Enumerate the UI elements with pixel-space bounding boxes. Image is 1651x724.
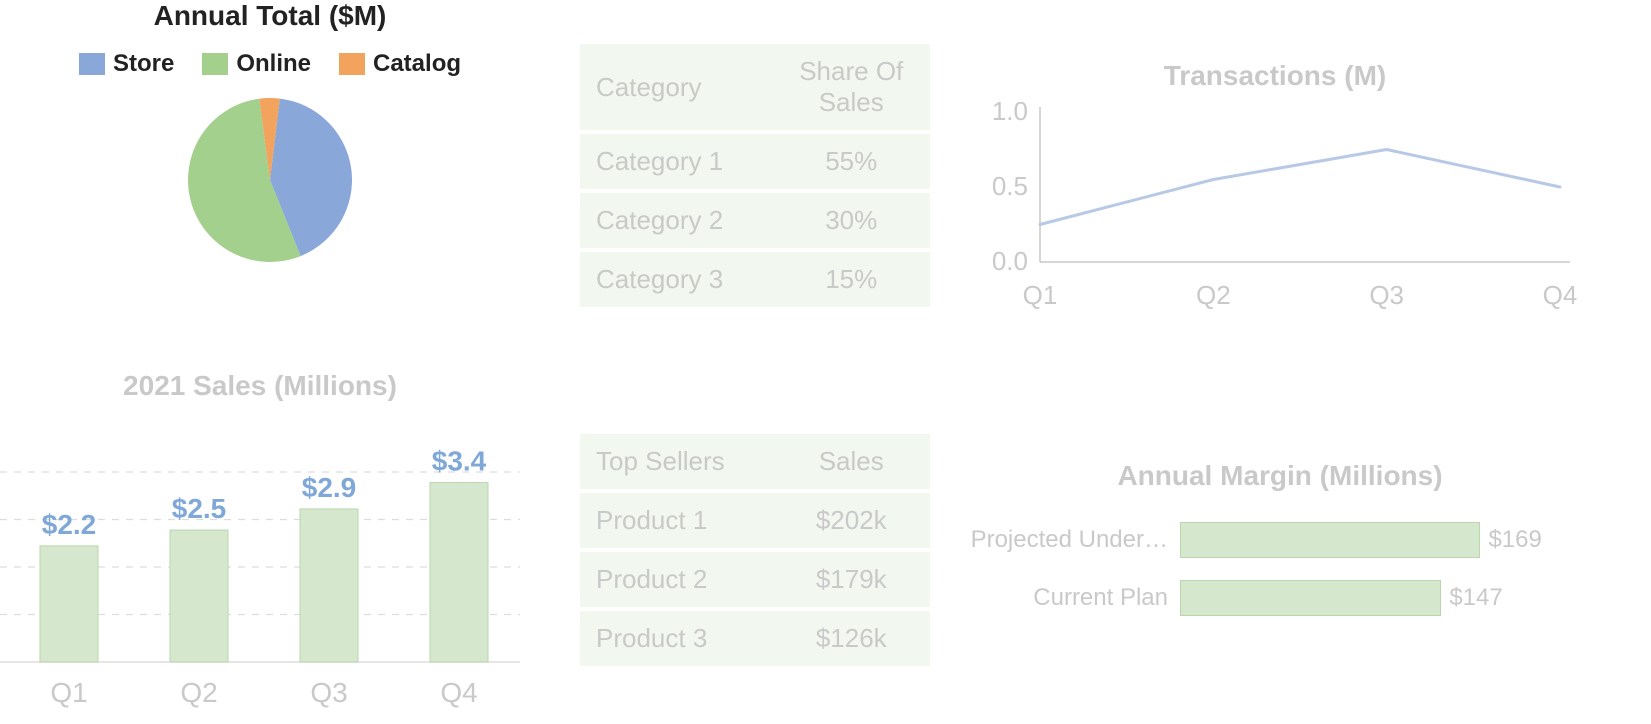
pie-legend: Store Online Catalog <box>30 50 510 78</box>
table-row: Product 3$126k <box>580 611 930 666</box>
sales-bar-chart: 2021 Sales (Millions) $2.2 Q1 $2.5 Q2 $2.9 Q3… <box>0 370 520 722</box>
bar <box>40 546 98 662</box>
hbar-value: $169 <box>1480 526 1541 554</box>
legend-label: Catalog <box>373 50 461 78</box>
table-cell: $126k <box>773 611 931 666</box>
hbar-label: Current Plan <box>960 584 1180 612</box>
pie-title: Annual Total ($M) <box>30 0 510 32</box>
table-row: Category 315% <box>580 252 930 307</box>
table-row: Product 2$179k <box>580 552 930 607</box>
transactions-svg: 0.0 0.5 1.0 Q1 Q2 Q3 Q4 <box>970 102 1580 362</box>
annual-margin-body: Projected Under… $169 Current Plan $147 <box>960 522 1600 616</box>
top-sellers-table: Top SellersSalesProduct 1$202kProduct 2$… <box>580 430 930 670</box>
table-cell: $202k <box>773 493 931 548</box>
y-tick-label: 1.0 <box>992 102 1028 126</box>
legend-label: Store <box>113 50 174 78</box>
bar-x-label: Q3 <box>310 677 347 708</box>
table-header: Sales <box>773 434 931 489</box>
y-tick-label: 0.0 <box>992 246 1028 276</box>
legend-swatch <box>79 53 105 75</box>
table-cell: 15% <box>773 252 931 307</box>
bar <box>170 530 228 662</box>
bar-x-label: Q2 <box>180 677 217 708</box>
table-cell: Category 2 <box>580 193 773 248</box>
x-tick-label: Q1 <box>1023 280 1058 310</box>
hbar-row: Projected Under… $169 <box>960 522 1600 558</box>
category-table-el: CategoryShare Of SalesCategory 155%Categ… <box>580 40 930 311</box>
hbar-bar <box>1180 580 1441 616</box>
bar-value-label: $2.5 <box>172 493 227 524</box>
table-cell: Product 1 <box>580 493 773 548</box>
sales-bar-svg: $2.2 Q1 $2.5 Q2 $2.9 Q3 $3.4 Q4 <box>0 402 520 722</box>
x-tick-label: Q3 <box>1369 280 1404 310</box>
annual-margin-title: Annual Margin (Millions) <box>960 460 1600 492</box>
hbar-label: Projected Under… <box>960 526 1180 554</box>
table-cell: Product 3 <box>580 611 773 666</box>
table-row: Category 155% <box>580 134 930 189</box>
transactions-title: Transactions (M) <box>970 60 1580 92</box>
legend-item: Catalog <box>339 50 461 78</box>
table-header: Top Sellers <box>580 434 773 489</box>
pie-svg <box>186 96 354 264</box>
legend-swatch <box>339 53 365 75</box>
legend-item: Online <box>202 50 311 78</box>
category-table: CategoryShare Of SalesCategory 155%Categ… <box>580 40 930 311</box>
pie-chart: Annual Total ($M) Store Online Catalog <box>30 0 510 264</box>
bar <box>300 509 358 662</box>
x-tick-label: Q4 <box>1543 280 1578 310</box>
legend-label: Online <box>236 50 311 78</box>
legend-swatch <box>202 53 228 75</box>
table-cell: 30% <box>773 193 931 248</box>
table-cell: Product 2 <box>580 552 773 607</box>
bar <box>430 483 488 662</box>
bar-value-label: $2.2 <box>42 509 97 540</box>
legend-item: Store <box>79 50 174 78</box>
top-sellers-table-el: Top SellersSalesProduct 1$202kProduct 2$… <box>580 430 930 670</box>
bar-value-label: $3.4 <box>432 446 487 477</box>
table-header: Share Of Sales <box>773 44 931 130</box>
annual-margin-chart: Annual Margin (Millions) Projected Under… <box>960 460 1600 638</box>
bar-x-label: Q1 <box>50 677 87 708</box>
table-cell: 55% <box>773 134 931 189</box>
table-cell: Category 3 <box>580 252 773 307</box>
table-row: Category 230% <box>580 193 930 248</box>
table-row: Product 1$202k <box>580 493 930 548</box>
table-cell: $179k <box>773 552 931 607</box>
hbar-row: Current Plan $147 <box>960 580 1600 616</box>
sales-bar-title: 2021 Sales (Millions) <box>0 370 520 402</box>
transactions-line-chart: Transactions (M) 0.0 0.5 1.0 Q1 Q2 Q3 Q4 <box>970 60 1580 362</box>
hbar-bar <box>1180 522 1480 558</box>
bar-x-label: Q4 <box>440 677 477 708</box>
hbar-value: $147 <box>1441 584 1502 612</box>
table-cell: Category 1 <box>580 134 773 189</box>
table-header: Category <box>580 44 773 130</box>
bar-value-label: $2.9 <box>302 472 357 503</box>
y-tick-label: 0.5 <box>992 171 1028 201</box>
line-path <box>1040 150 1560 225</box>
x-tick-label: Q2 <box>1196 280 1231 310</box>
